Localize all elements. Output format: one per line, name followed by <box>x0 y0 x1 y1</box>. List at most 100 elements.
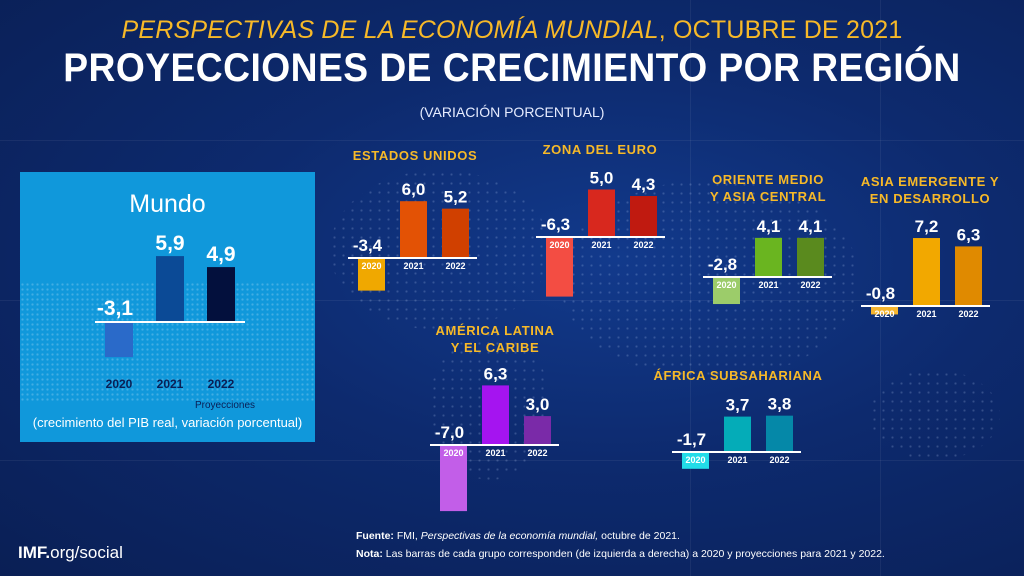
year-tick-label: 2021 <box>758 280 778 290</box>
note-text: Nota: Las barras de cada grupo correspon… <box>356 548 885 560</box>
region-title: ZONA DEL EURO <box>543 142 658 157</box>
source-note: Fuente: FMI, Perspectivas de la economía… <box>356 530 680 542</box>
bar-2020 <box>871 307 898 315</box>
note-label: Nota: <box>356 548 383 560</box>
value-label: 7,2 <box>915 217 939 236</box>
year-tick-label: 2021 <box>157 377 184 391</box>
value-label: 4,3 <box>632 175 656 194</box>
value-label: -1,7 <box>677 430 706 449</box>
value-label: 4,9 <box>206 243 235 266</box>
value-label: -3,1 <box>97 297 134 320</box>
baseline <box>348 257 477 259</box>
chart-6: -1,7 2020 3,7 2021 3,8 2022 ÁFRICA SUBSAHARIAN… <box>653 368 822 469</box>
value-label: 3,8 <box>768 395 792 414</box>
bar-2022 <box>797 237 824 276</box>
value-label: 4,1 <box>757 217 781 236</box>
value-label: 5,0 <box>590 169 614 188</box>
suptitle-rest: , OCTUBRE DE 2021 <box>658 16 903 44</box>
report-suptitle: PERSPECTIVAS DE LA ECONOMÍA MUNDIAL, OCT… <box>0 16 1024 45</box>
bar-2022 <box>442 208 469 257</box>
bar-2021 <box>482 385 509 444</box>
value-label: -7,0 <box>435 423 464 442</box>
bar-2022 <box>524 416 551 444</box>
source-label: Fuente: <box>356 530 394 542</box>
bar-2021 <box>156 256 184 321</box>
bar-2022 <box>766 415 793 451</box>
baseline <box>430 444 559 446</box>
value-label: 5,9 <box>155 232 184 255</box>
bar-2021 <box>724 416 751 451</box>
region-title: ASIA EMERGENTE Y <box>861 174 999 189</box>
baseline <box>861 305 990 307</box>
year-tick-label: 2022 <box>527 448 547 458</box>
year-tick-label: 2021 <box>916 309 936 319</box>
value-label: -3,4 <box>353 236 383 255</box>
bar-2020 <box>546 238 573 297</box>
world-footnote: (crecimiento del PIB real, variación por… <box>32 415 303 430</box>
bar-2020 <box>713 278 740 305</box>
bg-grid-line <box>880 0 881 576</box>
year-tick-label: 2020 <box>716 280 736 290</box>
year-tick-label: 2020 <box>443 448 463 458</box>
region-title: ÁFRICA SUBSAHARIANA <box>653 368 822 383</box>
baseline <box>672 451 801 453</box>
value-label: 3,0 <box>526 395 550 414</box>
bar-2020 <box>105 323 133 358</box>
chart-5: -7,0 2020 6,3 2021 3,0 2022 AMÉRICA LATINA Y EL… <box>430 323 559 512</box>
bar-2020 <box>440 446 467 512</box>
value-label: 6,3 <box>484 364 508 383</box>
year-tick-label: 2022 <box>633 240 653 250</box>
value-label: -6,3 <box>541 215 570 234</box>
brand-rest: org/social <box>50 543 123 562</box>
year-tick-label: 2021 <box>727 455 747 465</box>
year-tick-label: 2022 <box>800 280 820 290</box>
year-tick-label: 2021 <box>591 240 611 250</box>
value-label: -2,8 <box>708 255 737 274</box>
value-label: 4,1 <box>799 217 823 236</box>
region-title: Y ASIA CENTRAL <box>710 189 826 204</box>
bar-2021 <box>588 189 615 236</box>
bar-2020 <box>358 259 385 291</box>
source-date: octubre de 2021. <box>598 530 680 542</box>
world-title: Mundo <box>129 190 206 218</box>
year-tick-label: 2022 <box>445 261 465 271</box>
page-title: PROYECCIONES DE CRECIMIENTO POR REGIÓN <box>63 46 961 90</box>
region-title: ESTADOS UNIDOS <box>353 148 477 163</box>
bg-grid-line <box>0 460 1024 461</box>
world-panel: Mundo Proyecciones (crecimiento del PIB … <box>20 172 315 442</box>
chart-4: -0,8 2020 7,2 2021 6,3 2022 ASIA EMERGENTE Y EN… <box>861 174 999 319</box>
bar-2021 <box>755 237 782 276</box>
chart-1: -3,4 2020 6,0 2021 5,2 2022 ESTADOS UNIDOS <box>348 148 477 291</box>
year-tick-label: 2020 <box>361 261 381 271</box>
region-title: AMÉRICA LATINA <box>436 323 555 338</box>
region-title: ORIENTE MEDIO <box>712 172 824 187</box>
bg-grid-line <box>690 0 691 576</box>
bar-2021 <box>913 238 940 305</box>
projections-label: Proyecciones <box>195 400 256 411</box>
value-label: 3,7 <box>726 396 750 415</box>
value-label: 5,2 <box>444 188 468 207</box>
page-subtitle: (VARIACIÓN PORCENTUAL) <box>419 104 605 120</box>
bar-2022 <box>207 267 235 321</box>
imf-brand: IMF.org/social <box>18 543 123 563</box>
baseline <box>536 236 665 238</box>
year-tick-label: 2022 <box>208 377 235 391</box>
value-label: 6,0 <box>402 180 426 199</box>
chart-2: -6,3 2020 5,0 2021 4,3 2022 ZONA DEL EURO <box>536 142 665 297</box>
bar-2020 <box>682 453 709 469</box>
suptitle-italic: PERSPECTIVAS DE LA ECONOMÍA MUNDIAL <box>121 16 659 44</box>
year-tick-label: 2021 <box>403 261 423 271</box>
year-tick-label: 2021 <box>485 448 505 458</box>
year-tick-label: 2022 <box>769 455 789 465</box>
baseline <box>703 276 832 278</box>
value-label: 6,3 <box>957 225 981 244</box>
chart-0: -3,1 2020 5,9 2021 4,9 2022 <box>95 232 245 391</box>
source-publication: Perspectivas de la economía mundial, <box>420 530 599 542</box>
year-tick-label: 2022 <box>958 309 978 319</box>
note-body: Las barras de cada grupo corresponden (d… <box>382 548 885 560</box>
bar-2021 <box>400 201 427 257</box>
year-tick-label: 2020 <box>874 309 894 319</box>
bg-map-dots <box>330 170 550 330</box>
year-tick-label: 2020 <box>106 377 133 391</box>
